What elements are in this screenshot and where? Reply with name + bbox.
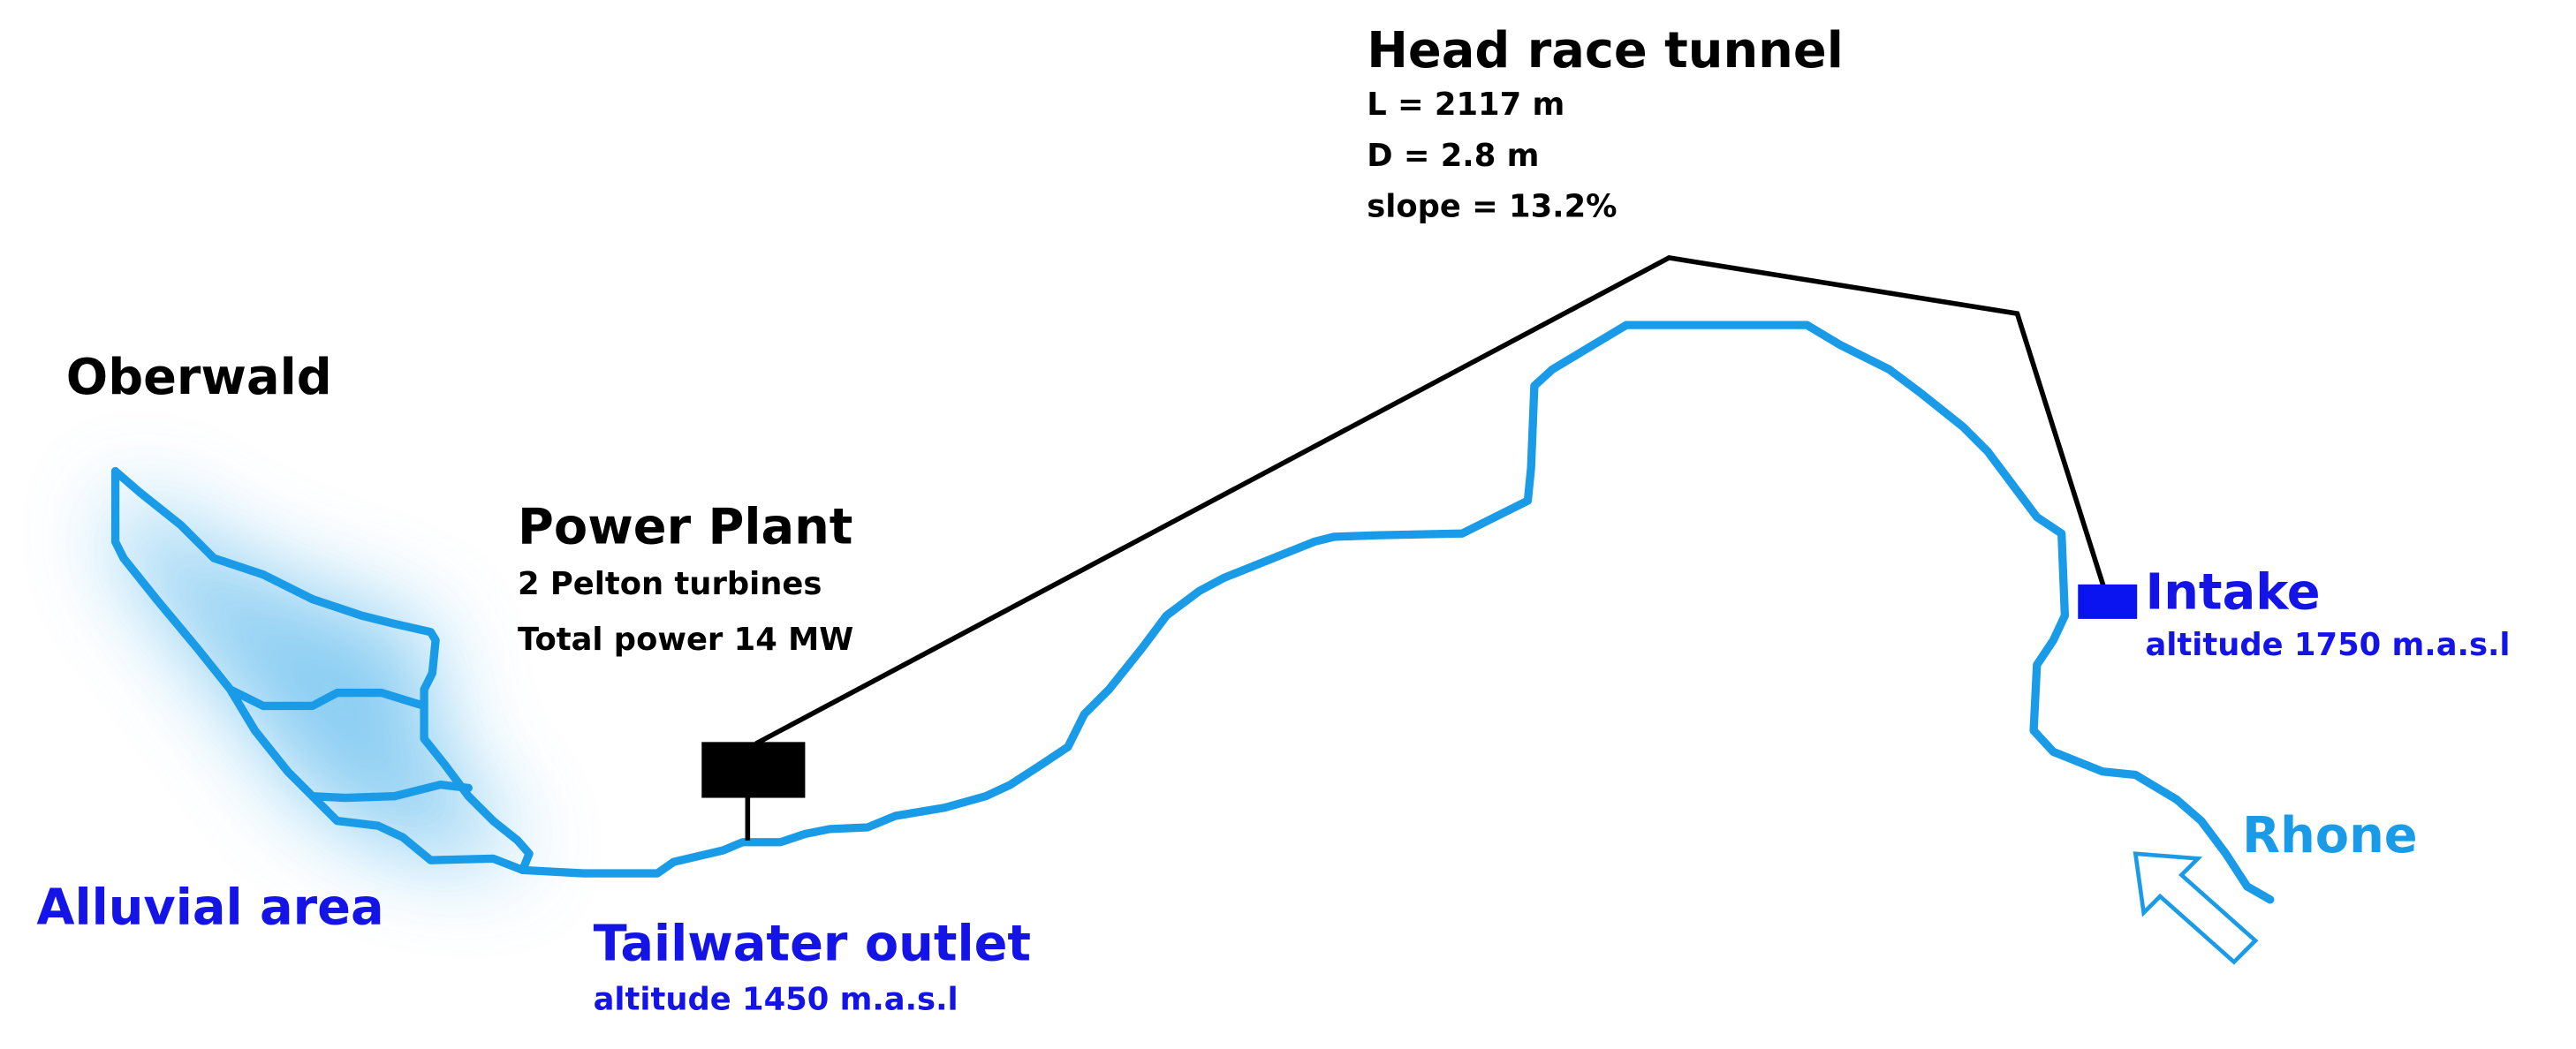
plant-detail: 2 Pelton turbines — [518, 566, 822, 602]
power-plant — [701, 742, 806, 798]
river-label: Rhone — [2242, 807, 2417, 864]
intake-title: Intake — [2145, 564, 2320, 622]
alluvial-shading — [115, 492, 527, 863]
outlet-title: Tailwater outlet — [594, 916, 1032, 973]
area-label: Alluvial area — [36, 879, 383, 937]
head-race-tunnel — [754, 254, 2110, 746]
tunnel-detail: L = 2117 m — [1367, 87, 1565, 123]
alluvial-branches — [110, 466, 534, 874]
tunnel-title: Head race tunnel — [1367, 22, 1844, 79]
intake — [2078, 584, 2138, 619]
intake-altitude: altitude 1750 m.a.s.l — [2145, 627, 2510, 663]
outlet-altitude: altitude 1450 m.a.s.l — [594, 981, 958, 1017]
place-label: Oberwald — [66, 349, 332, 406]
flow-arrow — [2133, 851, 2259, 965]
tunnel-detail: D = 2.8 m — [1367, 138, 1539, 174]
plant-title: Power Plant — [518, 498, 852, 555]
river — [518, 321, 2275, 904]
tunnel-detail: slope = 13.2% — [1367, 188, 1617, 224]
plant-detail: Total power 14 MW — [518, 622, 853, 658]
